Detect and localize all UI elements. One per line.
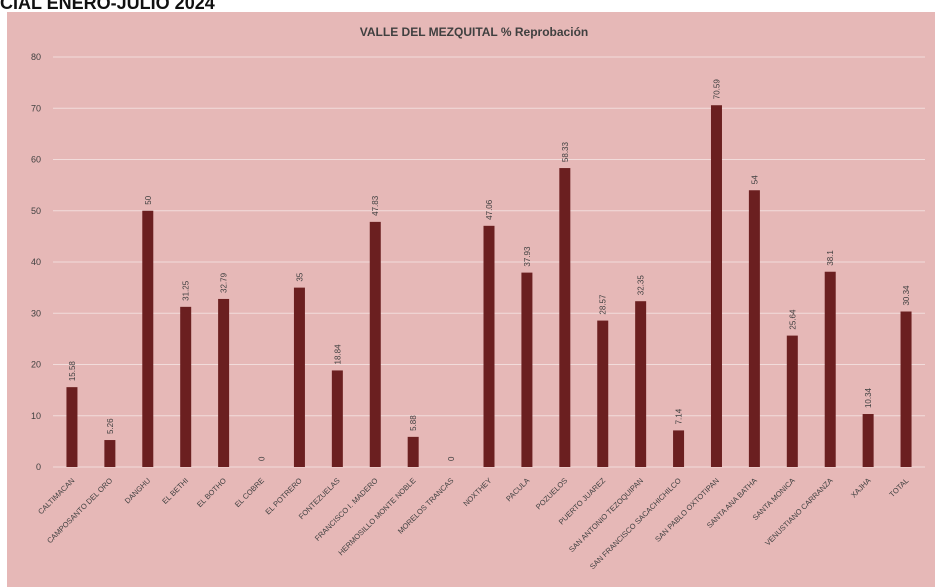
data-label-14: 28.57 — [599, 294, 608, 315]
data-label-22: 30.34 — [902, 285, 911, 306]
x-category-label-17: SAN PABLO OXTOTIPAN — [653, 476, 721, 544]
bar-18 — [748, 190, 760, 467]
bar-22 — [900, 311, 912, 467]
y-tick-label-0: 0 — [36, 462, 41, 472]
x-category-label-8: FRANCISCO I. MADERO — [313, 476, 380, 543]
y-tick-label-5: 50 — [31, 206, 41, 216]
bar-20 — [824, 271, 836, 467]
bar-4 — [218, 298, 230, 467]
page-header-title: CIAL ENERO-JULIO 2024 — [0, 0, 215, 13]
bar-6 — [293, 287, 305, 467]
bar-21 — [862, 414, 874, 467]
data-label-16: 7.14 — [675, 408, 684, 424]
data-label-7: 18.84 — [333, 344, 342, 365]
x-category-label-22: TOTAL — [887, 476, 910, 499]
bar-0 — [66, 387, 78, 467]
x-category-label-1: CAMPOSANTO DEL ORO — [45, 476, 114, 545]
x-category-label-0: CALTIMACAN — [36, 476, 76, 516]
x-category-label-15: SAN ANTONIO TEZOQUIPAN — [567, 476, 645, 554]
bar-15 — [635, 301, 647, 467]
bar-14 — [597, 320, 609, 467]
x-category-label-5: EL COBRE — [233, 476, 266, 509]
data-label-13: 58.33 — [561, 141, 570, 162]
x-category-label-13: POZUELOS — [534, 476, 569, 511]
x-category-label-4: EL BOTHO — [195, 476, 228, 509]
data-labels: 15.58 5.26 50 31.25 32.79 0 35 18.84 47.83 5.88 0 4… — [68, 79, 911, 461]
chart-area: 0 10 20 30 40 50 60 70 80 15.58 5.26 50 31.25 32.79 0… — [7, 12, 935, 587]
data-label-10: 0 — [447, 456, 456, 461]
y-tick-label-7: 70 — [31, 103, 41, 113]
x-category-label-21: XAJHA — [849, 476, 872, 499]
x-category-label-11: NOXTHEY — [461, 476, 493, 508]
data-label-17: 70.59 — [712, 79, 721, 100]
y-tick-label-1: 10 — [31, 411, 41, 421]
data-label-20: 38.1 — [826, 250, 835, 266]
data-label-15: 32.35 — [637, 275, 646, 296]
bar-1 — [104, 440, 116, 467]
data-label-21: 10.34 — [864, 387, 873, 408]
x-category-label-6: EL POTRERO — [263, 476, 303, 516]
bar-7 — [331, 370, 343, 467]
data-label-12: 37.93 — [523, 246, 532, 267]
data-label-8: 47.83 — [371, 195, 380, 216]
y-tick-label-2: 20 — [31, 360, 41, 370]
data-label-19: 25.64 — [788, 309, 797, 330]
bar-2 — [142, 210, 154, 467]
x-category-label-9: HERMOSILLO MONTE NOBLE — [336, 476, 417, 557]
bar-13 — [559, 168, 571, 467]
bars — [66, 105, 912, 467]
data-label-18: 54 — [750, 175, 759, 184]
bar-17 — [710, 105, 722, 467]
bar-chart: 0 10 20 30 40 50 60 70 80 15.58 5.26 50 31.25 32.79 0… — [31, 25, 925, 571]
data-label-5: 0 — [258, 456, 267, 461]
y-tick-label-4: 40 — [31, 257, 41, 267]
y-tick-label-3: 30 — [31, 308, 41, 318]
x-category-label-12: PACULA — [504, 476, 531, 503]
chart-title: VALLE DEL MEZQUITAL % Reprobación — [360, 25, 588, 39]
data-label-3: 31.25 — [182, 280, 191, 301]
bar-9 — [407, 436, 419, 467]
bar-8 — [369, 221, 381, 467]
y-axis-tick-labels: 0 10 20 30 40 50 60 70 80 — [31, 52, 41, 472]
y-tick-label-8: 80 — [31, 52, 41, 62]
bar-12 — [521, 272, 533, 467]
data-label-4: 32.79 — [220, 272, 229, 293]
bar-16 — [673, 430, 685, 467]
bar-11 — [483, 225, 495, 467]
bar-19 — [786, 335, 798, 467]
x-category-label-20: VENUSTIANO CARRANZA — [763, 476, 834, 547]
bar-3 — [180, 306, 192, 467]
data-label-2: 50 — [144, 195, 153, 204]
data-label-11: 47.06 — [485, 199, 494, 220]
data-label-9: 5.88 — [409, 415, 418, 431]
x-category-label-3: EL BETHI — [160, 476, 190, 506]
data-label-0: 15.58 — [68, 361, 77, 382]
x-category-label-2: DANGHU — [123, 476, 152, 505]
data-label-6: 35 — [295, 272, 304, 281]
data-label-1: 5.26 — [106, 418, 115, 434]
y-tick-label-6: 60 — [31, 155, 41, 165]
